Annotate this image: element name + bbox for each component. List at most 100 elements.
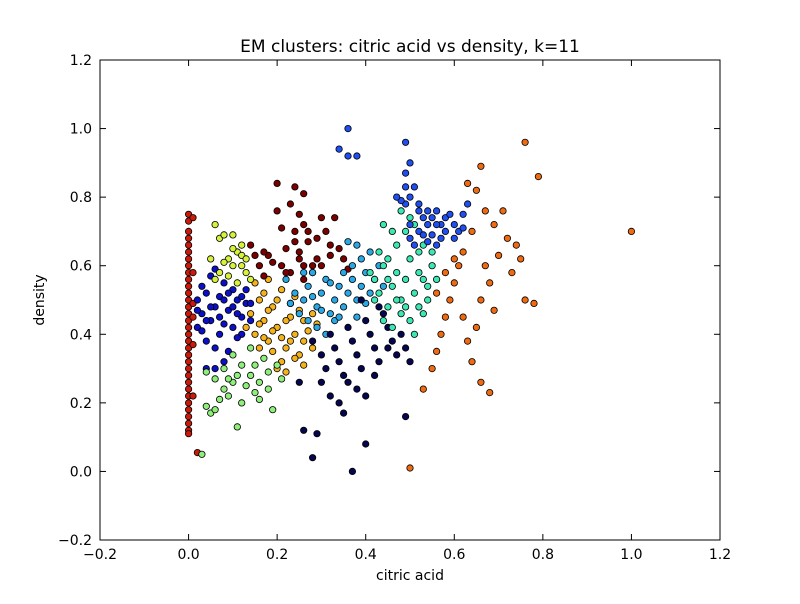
data-point [189,268,197,277]
data-point [521,138,529,146]
data-point [251,361,259,369]
data-point [251,388,259,397]
data-point [185,255,193,263]
data-point [468,358,476,366]
data-point [366,268,374,277]
data-point [317,306,325,314]
data-point [255,395,263,403]
data-point [185,227,193,235]
data-point [255,296,263,304]
data-point [185,275,193,283]
data-point [486,388,494,397]
data-point [397,310,405,318]
data-point [247,275,255,283]
data-point [326,310,334,318]
data-point [255,378,263,386]
data-point [432,289,441,297]
data-point [344,125,352,133]
data-point [300,296,308,304]
data-point [185,358,193,366]
data-point [277,375,286,383]
data-point [224,289,232,297]
data-point [282,316,290,325]
data-point [300,268,308,277]
data-point [362,440,370,448]
y-tick-label: 0.2 [70,396,92,412]
data-point [331,214,339,222]
data-point [185,241,193,249]
data-point [441,227,449,235]
data-point [185,364,193,373]
data-point [357,255,365,263]
data-point [216,268,224,277]
data-point [242,268,250,277]
data-point [185,282,193,290]
data-point [419,385,427,393]
data-point [353,313,361,321]
data-point [260,334,268,342]
data-point [242,255,250,263]
data-point [308,262,317,270]
data-point [388,337,396,345]
data-point [339,255,348,263]
data-point [384,255,392,263]
data-point [335,282,343,290]
data-point [477,162,485,170]
y-tick-label: 0.8 [70,190,92,206]
data-point [335,358,343,366]
x-tick-label: −0.2 [83,547,117,563]
data-point [242,382,250,390]
data-point [406,316,414,325]
data-point [189,313,197,321]
data-point [185,351,193,359]
data-point [229,231,237,239]
data-point [490,221,498,229]
data-point [247,299,255,307]
data-point [401,412,410,421]
data-point [472,323,480,331]
data-point [424,296,432,304]
data-point [247,371,255,379]
data-point [348,467,356,475]
data-point [406,255,414,263]
data-point [308,337,317,345]
data-point [490,306,498,314]
data-point [370,275,379,283]
data-point [202,289,210,297]
data-point [242,286,250,294]
data-point [185,371,193,379]
data-point [286,200,294,208]
data-point [193,296,201,304]
data-point [455,262,463,270]
data-point [317,351,325,359]
data-point [304,327,312,335]
data-point [282,268,290,277]
data-point [322,364,330,373]
data-point [229,323,237,331]
data-point [220,320,228,328]
data-point [432,241,441,249]
data-point [229,245,237,253]
data-point [189,340,197,349]
data-point [211,406,219,414]
data-point [384,275,392,283]
data-point [401,227,410,235]
data-point [189,392,197,400]
data-point [397,207,405,215]
data-point [233,423,241,431]
data-point [269,347,277,355]
x-tick-label: 0.6 [443,547,465,563]
data-point [428,364,436,373]
data-point [308,454,317,462]
data-point [410,289,418,297]
data-point [313,323,321,331]
data-point [238,399,246,407]
data-point [450,279,458,287]
data-point [295,378,303,386]
data-point [300,275,308,283]
data-point [357,364,365,373]
data-point [304,316,312,325]
data-point [393,241,401,249]
data-point [207,303,215,311]
data-point [357,282,365,290]
